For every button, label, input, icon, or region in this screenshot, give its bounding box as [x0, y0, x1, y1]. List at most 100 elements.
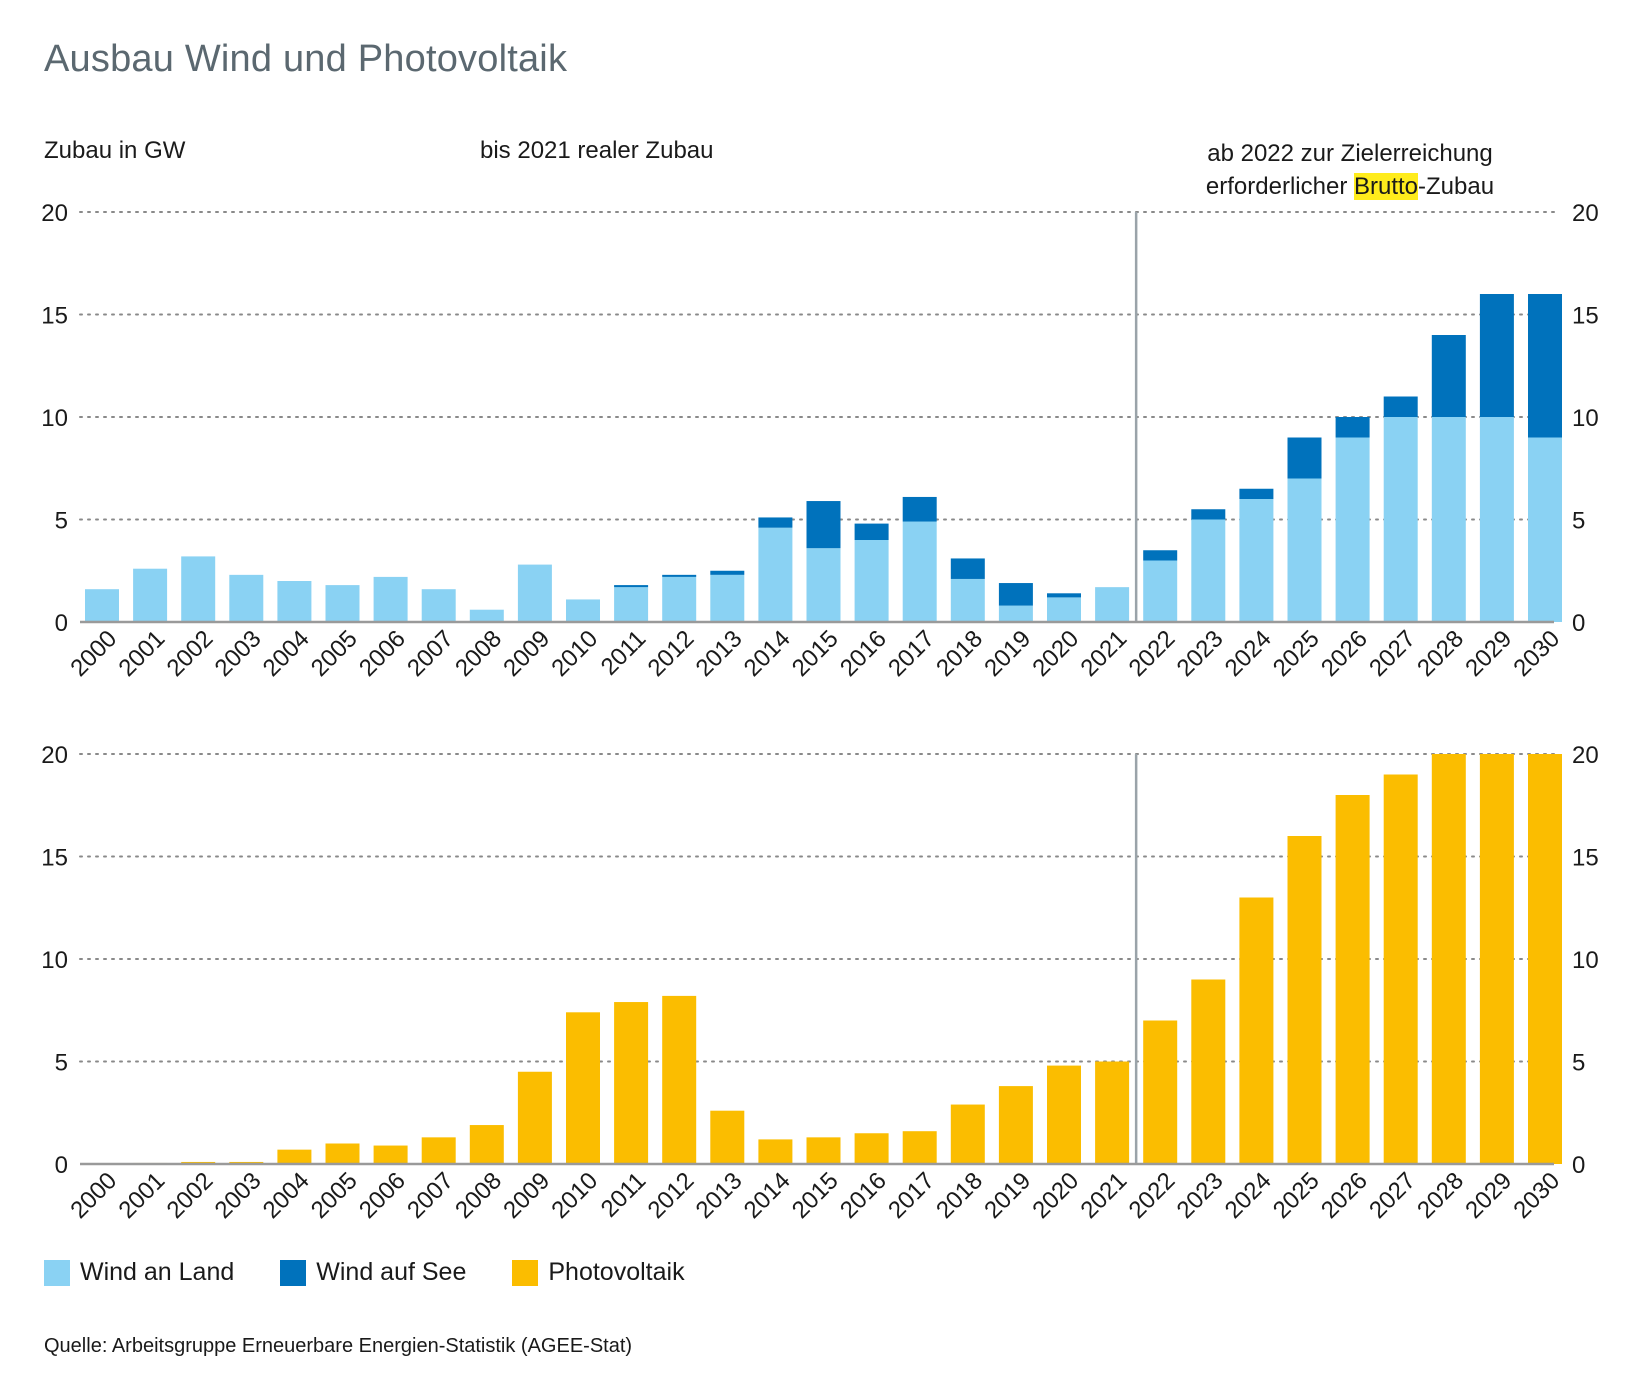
bar-wind-an-land-2007 [421, 589, 456, 622]
x-tick-label: 2026 [1316, 625, 1373, 682]
x-tick-label: 2012 [643, 1167, 700, 1224]
bar-wind-auf-see-2017 [902, 496, 937, 522]
unit-label: Zubau in GW [44, 137, 186, 164]
bar-photovoltaik-2012 [662, 995, 697, 1164]
legend-label-wind-sea: Wind auf See [316, 1258, 467, 1286]
x-tick-label: 2025 [1268, 1167, 1325, 1224]
x-tick-label: 2005 [306, 1167, 363, 1224]
x-tick-label: 2027 [1364, 1167, 1421, 1224]
bar-wind-an-land-2027 [1383, 417, 1418, 622]
x-tick-label: 2003 [210, 1167, 267, 1224]
bar-photovoltaik-2025 [1287, 836, 1322, 1164]
bar-wind-an-land-2023 [1191, 519, 1226, 622]
x-tick-label: 2022 [1124, 1167, 1181, 1224]
bar-photovoltaik-2011 [614, 1002, 649, 1164]
x-tick-label: 2023 [1172, 625, 1229, 682]
bar-wind-auf-see-2015 [806, 501, 841, 549]
bar-photovoltaik-2020 [1047, 1065, 1081, 1164]
bar-photovoltaik-2007 [421, 1137, 456, 1164]
x-tick-label: 2014 [739, 625, 796, 682]
x-tick-label: 2030 [1508, 1167, 1565, 1224]
y-tick-left: 20 [41, 742, 68, 769]
x-tick-label: 2018 [931, 1167, 988, 1224]
x-tick-label: 2019 [979, 1167, 1036, 1224]
legend-item-wind-sea: Wind auf See [280, 1258, 466, 1287]
note-target-line1: ab 2022 zur Zielerreichung [1207, 140, 1493, 167]
y-tick-left: 20 [41, 200, 68, 227]
x-tick-label: 2005 [306, 625, 363, 682]
bar-wind-an-land-2029 [1479, 417, 1514, 622]
bar-wind-an-land-2019 [998, 605, 1033, 622]
bar-photovoltaik-2009 [517, 1071, 552, 1164]
bar-wind-an-land-2015 [806, 548, 841, 622]
bar-wind-an-land-2026 [1335, 437, 1370, 622]
x-tick-label: 2015 [787, 1167, 844, 1224]
note-target-pre: erforderlicher [1205, 173, 1354, 200]
bar-wind-auf-see-2020 [1047, 593, 1081, 598]
x-tick-label: 2009 [498, 1167, 555, 1224]
x-tick-label: 2020 [1027, 1167, 1084, 1224]
bar-wind-auf-see-2012 [662, 574, 697, 577]
bar-wind-an-land-2001 [133, 568, 168, 622]
bar-wind-auf-see-2018 [950, 558, 985, 579]
x-tick-label: 2028 [1412, 625, 1469, 682]
bar-photovoltaik-2021 [1095, 1061, 1130, 1164]
x-tick-label: 2002 [162, 1167, 219, 1224]
bar-wind-auf-see-2019 [998, 583, 1033, 606]
bar-wind-an-land-2022 [1143, 560, 1178, 622]
bar-wind-auf-see-2011 [614, 585, 649, 588]
bar-wind-an-land-2024 [1239, 499, 1274, 622]
x-tick-label: 2007 [402, 1167, 459, 1224]
bar-wind-an-land-2008 [469, 609, 504, 622]
bar-wind-auf-see-2014 [758, 517, 793, 528]
note-target-post: -Zubau [1418, 173, 1495, 200]
legend: Wind an Land Wind auf See Photovoltaik [44, 1258, 731, 1287]
y-tick-right: 0 [1572, 610, 1585, 637]
x-tick-label: 2000 [65, 625, 122, 682]
x-tick-label: 2013 [691, 625, 748, 682]
bar-photovoltaik-2013 [710, 1110, 745, 1164]
bar-photovoltaik-2024 [1239, 897, 1274, 1164]
bar-wind-an-land-2016 [854, 540, 889, 622]
x-tick-label: 2002 [162, 625, 219, 682]
x-tick-label: 2011 [596, 1167, 652, 1223]
x-tick-label: 2008 [450, 625, 507, 682]
legend-swatch-wind-land [44, 1259, 70, 1286]
y-tick-left: 0 [55, 610, 68, 637]
bar-wind-auf-see-2025 [1287, 437, 1322, 479]
bar-wind-an-land-2025 [1287, 478, 1322, 622]
bar-photovoltaik-2029 [1479, 754, 1514, 1164]
y-tick-right: 10 [1572, 947, 1599, 974]
bar-wind-auf-see-2029 [1479, 294, 1514, 417]
x-tick-label: 2006 [354, 1167, 411, 1224]
bar-photovoltaik-2019 [998, 1086, 1033, 1164]
bar-photovoltaik-2004 [277, 1149, 312, 1164]
bar-photovoltaik-2028 [1431, 754, 1466, 1164]
x-tick-label: 2015 [787, 625, 844, 682]
bar-photovoltaik-2026 [1335, 795, 1370, 1164]
x-tick-label: 2030 [1508, 625, 1565, 682]
x-tick-label: 2023 [1172, 1167, 1229, 1224]
bar-wind-an-land-2018 [950, 578, 985, 622]
bar-wind-an-land-2010 [566, 599, 600, 622]
y-tick-right: 15 [1572, 303, 1599, 330]
legend-label-wind-land: Wind an Land [80, 1258, 235, 1286]
bar-photovoltaik-2023 [1191, 979, 1226, 1164]
x-tick-label: 2004 [258, 1167, 315, 1224]
x-tick-label: 2018 [931, 625, 988, 682]
bar-wind-an-land-2011 [614, 587, 649, 622]
bar-photovoltaik-2010 [566, 1012, 600, 1164]
bar-photovoltaik-2008 [469, 1125, 504, 1164]
source-note: Quelle: Arbeitsgruppe Erneuerbare Energi… [44, 1335, 633, 1357]
legend-item-wind-land: Wind an Land [44, 1258, 234, 1287]
y-tick-left: 10 [41, 947, 68, 974]
x-tick-label: 2000 [65, 1167, 122, 1224]
bar-wind-auf-see-2023 [1191, 509, 1226, 520]
legend-label-photovoltaik: Photovoltaik [548, 1258, 685, 1286]
chart-title: Ausbau Wind und Photovoltaik [44, 38, 568, 80]
note-real-additions: bis 2021 realer Zubau [480, 137, 714, 164]
note-target-line2: erforderlicher Brutto-Zubau [1120, 170, 1580, 203]
bar-wind-an-land-2030 [1528, 437, 1562, 622]
